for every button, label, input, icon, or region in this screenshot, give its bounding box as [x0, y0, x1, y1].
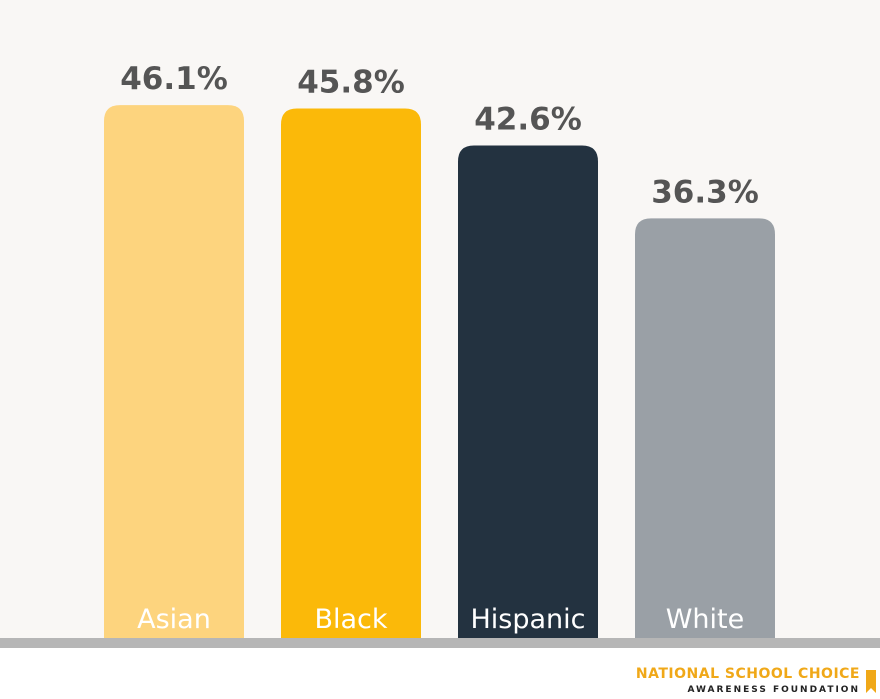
- value-label: 46.1%: [120, 61, 228, 97]
- footer-line2: AWARENESS FOUNDATION: [687, 685, 860, 695]
- category-label: Hispanic: [470, 604, 585, 635]
- value-label: 36.3%: [651, 174, 759, 210]
- bar: [104, 105, 244, 639]
- value-label: 42.6%: [474, 102, 582, 138]
- bar: [635, 218, 775, 638]
- category-label: Black: [314, 604, 387, 635]
- footer-line1: NATIONAL SCHOOL CHOICE: [636, 666, 860, 682]
- baseline: [0, 638, 880, 648]
- bar: [281, 108, 421, 638]
- footer-bg: [0, 648, 880, 699]
- category-label: Asian: [137, 604, 211, 635]
- category-label: White: [666, 604, 745, 635]
- bar: [458, 145, 598, 638]
- value-label: 45.8%: [297, 65, 405, 101]
- logo-icon: [866, 670, 876, 693]
